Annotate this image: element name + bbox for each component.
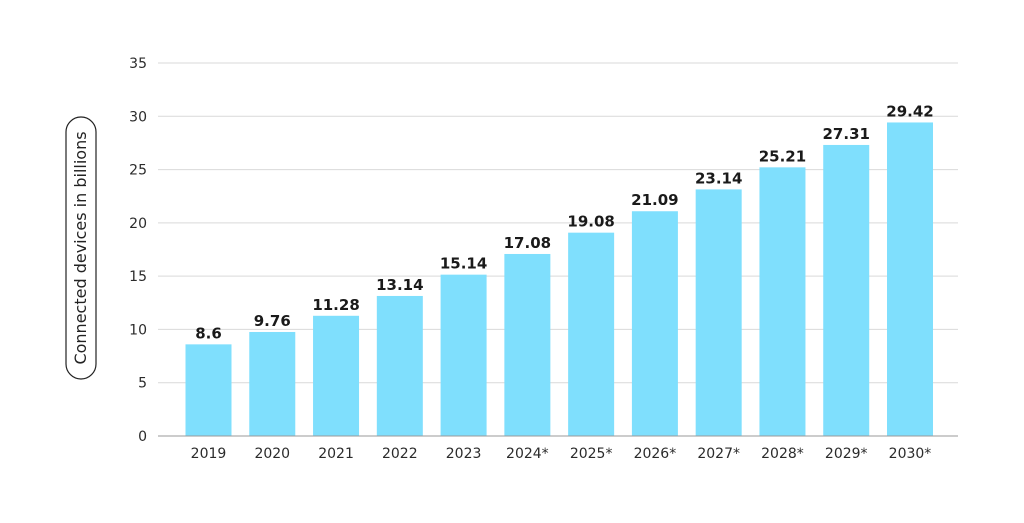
y-tick-label: 10 (129, 322, 147, 338)
bar-value-label: 27.31 (823, 125, 870, 143)
x-tick-label: 2030* (889, 446, 932, 462)
x-tick-label: 2023 (446, 446, 482, 462)
y-tick-label: 35 (129, 56, 147, 72)
bar-value-label: 29.42 (886, 102, 933, 120)
bars (185, 122, 933, 436)
x-tick-label: 2029* (825, 446, 868, 462)
bar-2021 (313, 315, 360, 436)
x-tick-label: 2028* (761, 446, 804, 462)
bar-value-label: 11.28 (312, 296, 359, 314)
bar-2026-projected (631, 211, 678, 436)
y-axis-ticks: 0 5 10 15 20 25 30 35 (129, 56, 147, 445)
bar-value-label: 15.14 (440, 255, 487, 273)
bar-value-label: 23.14 (695, 169, 742, 187)
gridlines (158, 62, 958, 384)
bar-value-label: 19.08 (567, 213, 614, 231)
bar-value-label: 21.09 (631, 191, 678, 209)
y-tick-label: 25 (129, 163, 147, 179)
x-tick-label: 2027* (697, 446, 740, 462)
x-tick-label: 2024* (506, 446, 549, 462)
bar-2024-projected (504, 253, 551, 436)
bar-value-label: 25.21 (759, 147, 806, 165)
bar-value-label: 13.14 (376, 276, 423, 294)
y-tick-label: 5 (138, 376, 147, 392)
bar-2028-projected (759, 167, 806, 436)
bar-value-label: 17.08 (504, 234, 551, 252)
bar-2022 (376, 295, 423, 436)
y-tick-label: 15 (129, 269, 147, 285)
value-labels: 8.6 9.76 11.28 13.14 15.14 17.08 19.08 21.09 23.… (195, 102, 934, 342)
x-tick-label: 2026* (634, 446, 677, 462)
bar-2023 (440, 274, 487, 436)
x-tick-label: 2022 (382, 446, 418, 462)
y-axis-label: Connected devices in billions (65, 116, 97, 380)
bar-2019 (185, 344, 232, 436)
bar-2020 (249, 331, 296, 436)
y-tick-label: 30 (129, 109, 147, 125)
x-tick-label: 2025* (570, 446, 613, 462)
bar-2025-projected (568, 232, 615, 436)
bar-value-label: 8.6 (195, 324, 222, 342)
y-tick-label: 0 (138, 429, 147, 445)
x-axis-ticks: 2019 2020 2021 2022 2023 2024* 2025* 2026* 2027*… (191, 446, 932, 462)
bar-2030-projected (887, 122, 933, 436)
y-tick-label: 20 (129, 216, 147, 232)
x-tick-label: 2019 (191, 446, 227, 462)
y-axis-label-text: Connected devices in billions (71, 131, 90, 364)
bar-2027-projected (695, 189, 742, 436)
bar-2029-projected (823, 144, 870, 436)
bar-value-label: 9.76 (254, 312, 291, 330)
y-axis-label-frame (65, 116, 97, 380)
x-tick-label: 2020 (254, 446, 290, 462)
x-tick-label: 2021 (318, 446, 354, 462)
